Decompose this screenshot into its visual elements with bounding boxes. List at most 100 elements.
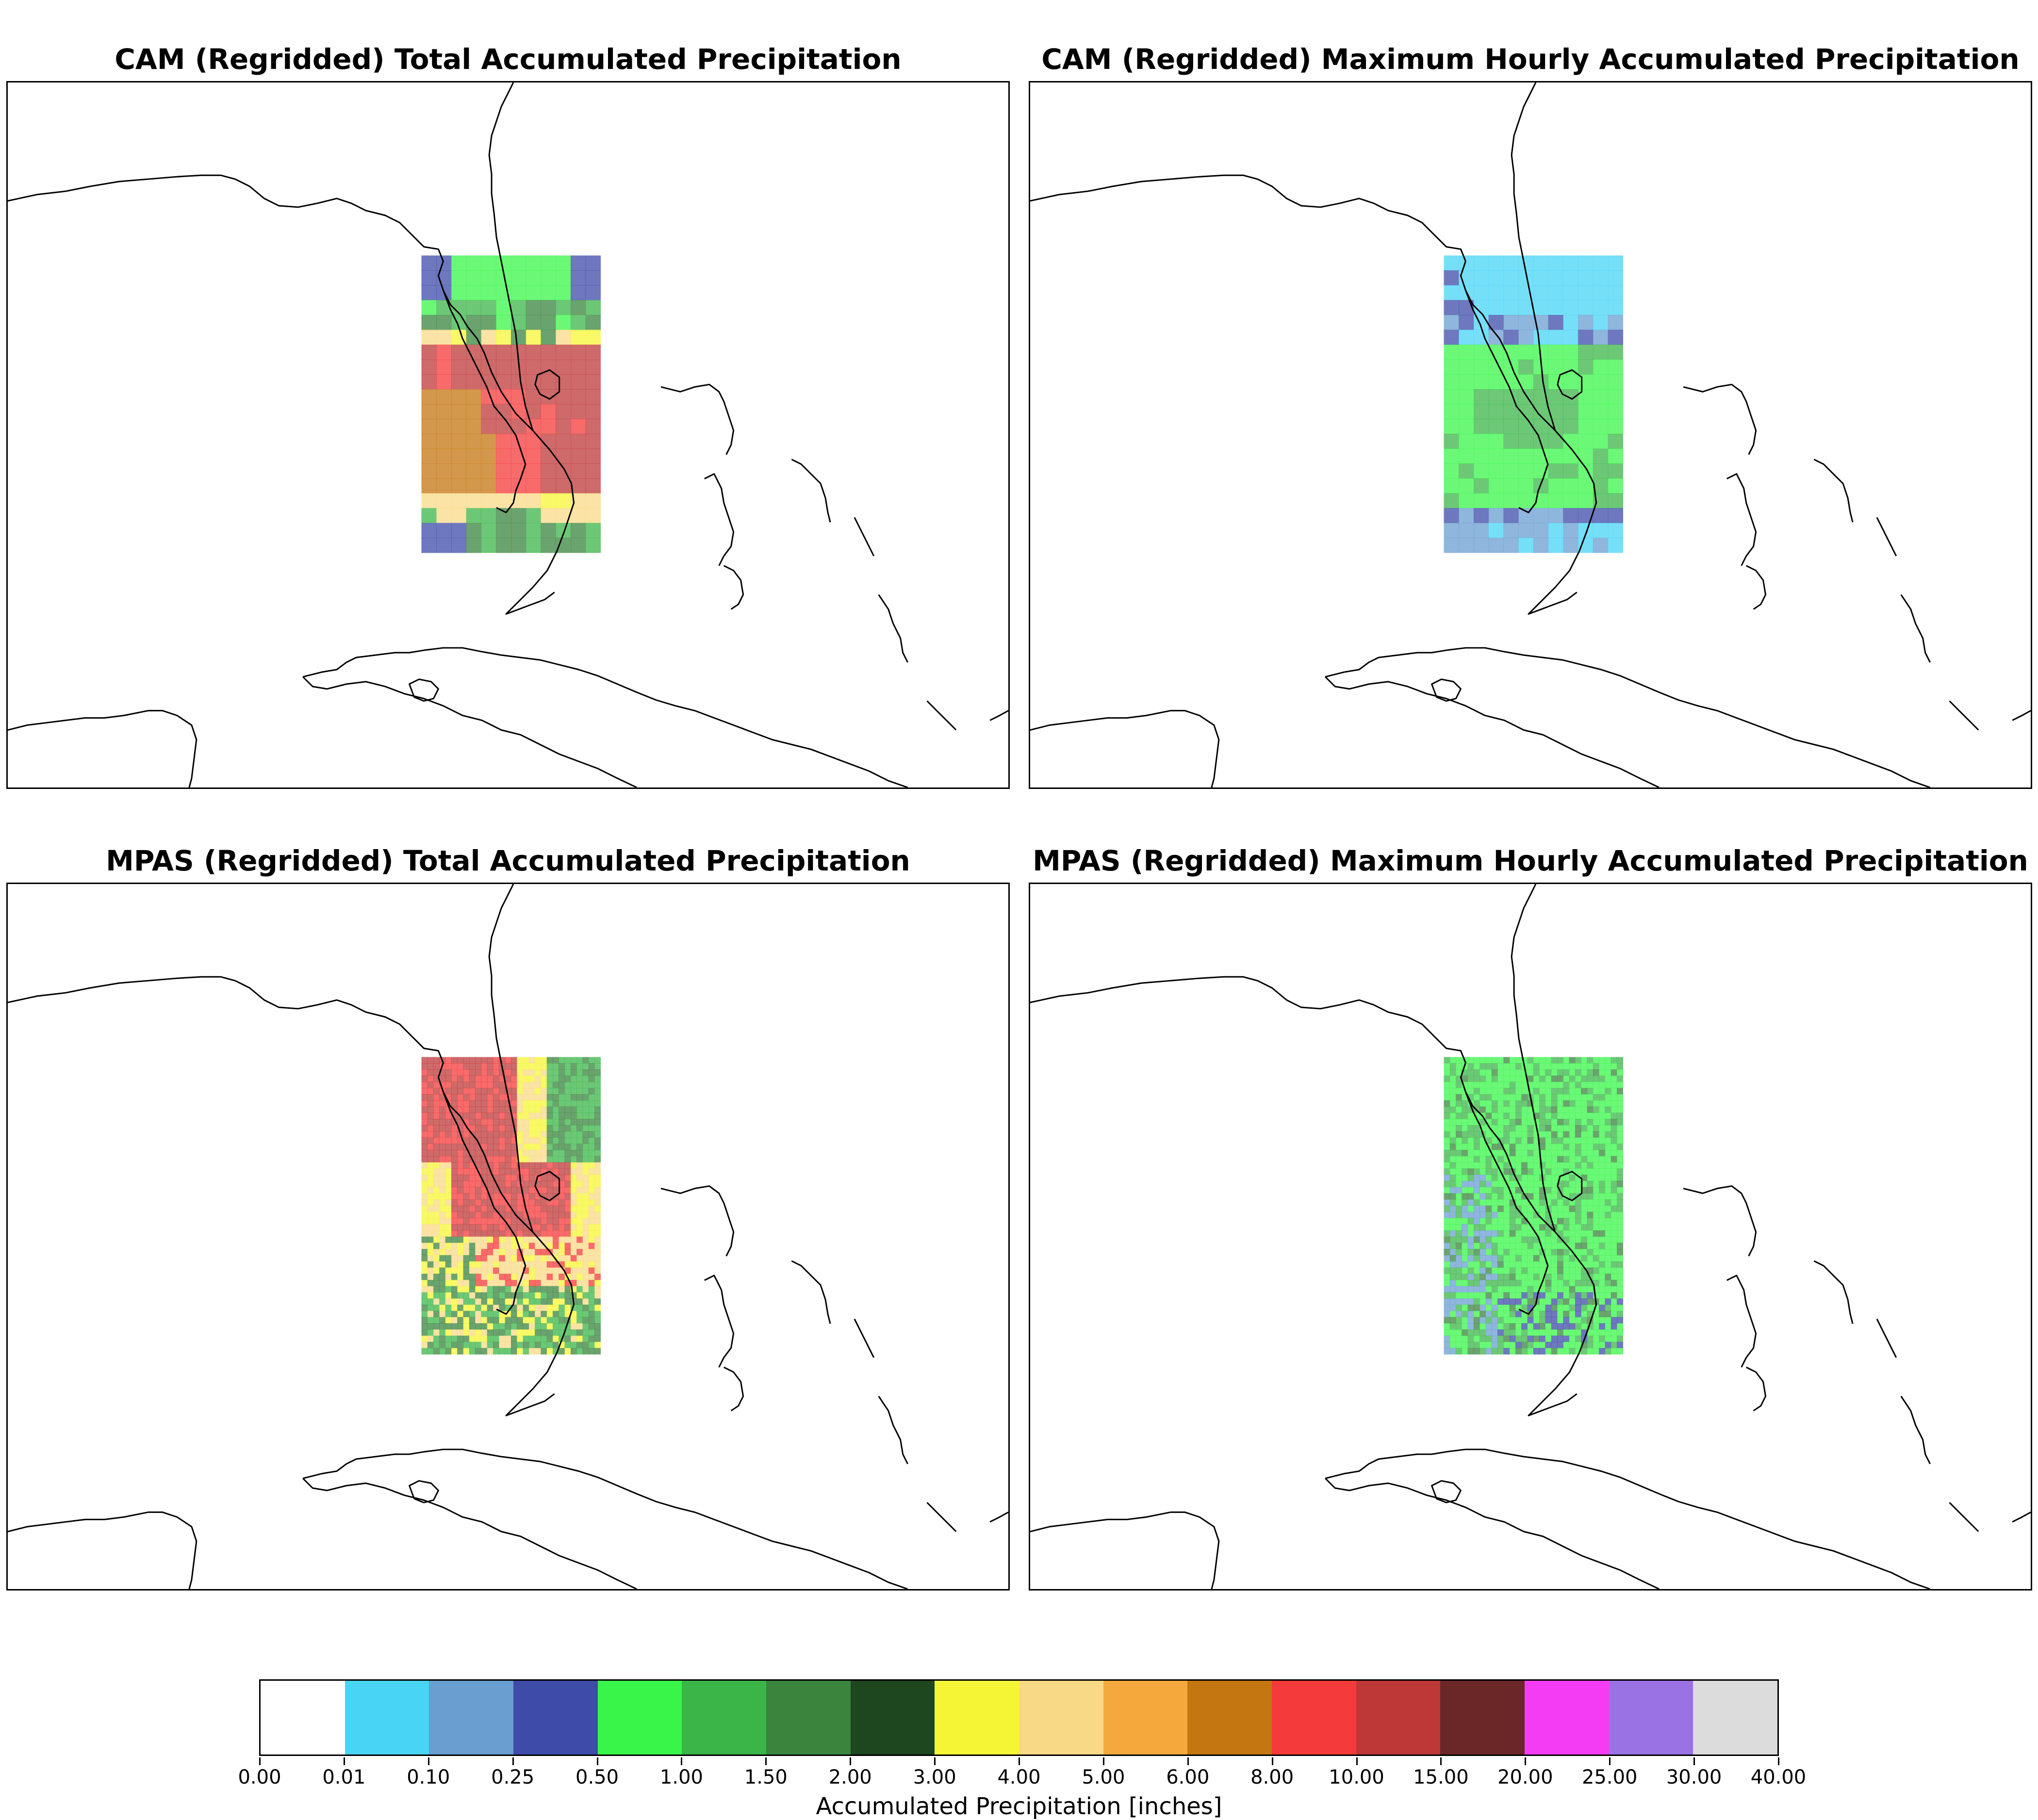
precip-cell (1444, 389, 1459, 405)
precip-cell (1575, 1119, 1581, 1126)
precip-cell (510, 374, 526, 390)
precip-cell (564, 1069, 571, 1076)
precip-cell (439, 1181, 446, 1188)
precip-cell (1444, 374, 1459, 390)
precip-cell (1479, 1218, 1486, 1225)
precip-cell (1563, 1329, 1570, 1336)
precip-cell (1605, 1069, 1611, 1076)
precip-cell (594, 1162, 601, 1169)
colorbar-tick-label: 1.50 (744, 1766, 788, 1788)
precip-cell (475, 1298, 482, 1305)
precip-cell (1575, 1174, 1581, 1181)
coastline (1030, 1511, 1220, 1589)
precip-cell (1479, 1144, 1486, 1150)
precip-cell (1593, 1149, 1599, 1157)
precip-cell (1503, 1100, 1510, 1107)
colorbar-tick-label: 25.00 (1581, 1766, 1638, 1788)
precip-cell (576, 1236, 583, 1243)
precip-cell (1575, 1274, 1581, 1280)
precip-cell (1474, 1174, 1480, 1181)
precip-cell (1593, 523, 1609, 538)
precip-cell (433, 1230, 440, 1237)
precip-cell (457, 1292, 464, 1299)
precip-cell (1467, 1255, 1474, 1262)
precip-cell (559, 1311, 565, 1318)
precip-cell (469, 1137, 476, 1144)
precip-cell (582, 1162, 589, 1169)
precip-cell (588, 1329, 595, 1336)
precip-cell (1545, 1342, 1552, 1348)
precip-cell (559, 1298, 565, 1305)
precip-cell (1593, 1311, 1599, 1318)
precip-cell (421, 1149, 428, 1157)
precip-cell (481, 1224, 488, 1231)
precip-cell (1617, 1181, 1624, 1188)
precip-cell (1575, 1298, 1581, 1305)
precip-cell (1509, 1286, 1516, 1293)
precip-cell (1563, 1106, 1570, 1113)
precip-cell (1509, 1311, 1516, 1318)
precip-cell (421, 508, 437, 524)
precip-cell (445, 1199, 452, 1206)
precip-cell (1578, 404, 1594, 419)
precip-cell (1575, 1224, 1581, 1231)
precip-cell (1527, 1342, 1534, 1348)
precip-cell (1449, 1187, 1456, 1194)
precip-cell (1611, 1100, 1617, 1107)
colorbar-tick (1187, 1757, 1189, 1765)
precip-cell (1593, 270, 1609, 286)
precip-cell (1459, 329, 1474, 345)
precip-cell (1527, 1187, 1534, 1194)
precip-cell (1581, 1243, 1588, 1249)
coastline (1900, 1395, 1931, 1464)
precip-cell (1462, 1279, 1468, 1287)
precip-cell (528, 1255, 535, 1262)
precip-cell (1449, 1286, 1456, 1293)
precip-cell (436, 478, 452, 494)
precip-cell (505, 1230, 511, 1237)
precip-cell (1456, 1249, 1463, 1256)
precip-cell (487, 1137, 493, 1144)
precip-cell (445, 1187, 452, 1194)
precip-cell (1605, 1311, 1611, 1318)
precip-cell (1459, 538, 1474, 553)
precip-cell (1557, 1156, 1564, 1163)
precip-cell (594, 1261, 601, 1268)
precip-cell (1569, 1069, 1576, 1076)
precip-cell (588, 1323, 595, 1330)
precip-cell (451, 1249, 458, 1256)
precip-cell (1444, 344, 1459, 360)
precip-cell (1605, 1082, 1611, 1088)
precip-cell (457, 1168, 464, 1175)
precip-cell (1456, 1311, 1463, 1318)
precip-cell (1569, 1106, 1576, 1113)
precip-cell (493, 1317, 499, 1324)
precip-cell (1467, 1168, 1474, 1175)
precip-cell (427, 1174, 434, 1181)
precip-cell (1599, 1311, 1606, 1318)
precip-cell (528, 1113, 535, 1119)
colorbar-tick (765, 1757, 767, 1765)
precip-cell (1491, 1144, 1498, 1150)
precip-cell (451, 1348, 458, 1355)
precip-cell (585, 285, 601, 300)
precip-cell (1515, 1156, 1522, 1163)
precip-cell (1593, 1131, 1599, 1138)
precip-cell (1488, 434, 1504, 449)
precip-cell (541, 434, 556, 449)
precip-cell (1444, 1094, 1450, 1101)
precip-cell (1551, 1274, 1558, 1280)
precip-cell (510, 1261, 517, 1268)
precip-cell (594, 1323, 601, 1330)
precip-cell (505, 1292, 511, 1299)
precip-cell (499, 1168, 506, 1175)
precip-cell (1533, 1144, 1540, 1150)
precip-cell (588, 1236, 595, 1243)
precip-cell (1485, 1131, 1492, 1138)
precip-cell (1503, 493, 1519, 508)
precip-cell (535, 1113, 542, 1119)
precip-cell (582, 1348, 589, 1355)
precip-cell (1611, 1230, 1617, 1237)
precip-cell (1467, 1218, 1474, 1225)
precip-cell (499, 1304, 506, 1312)
